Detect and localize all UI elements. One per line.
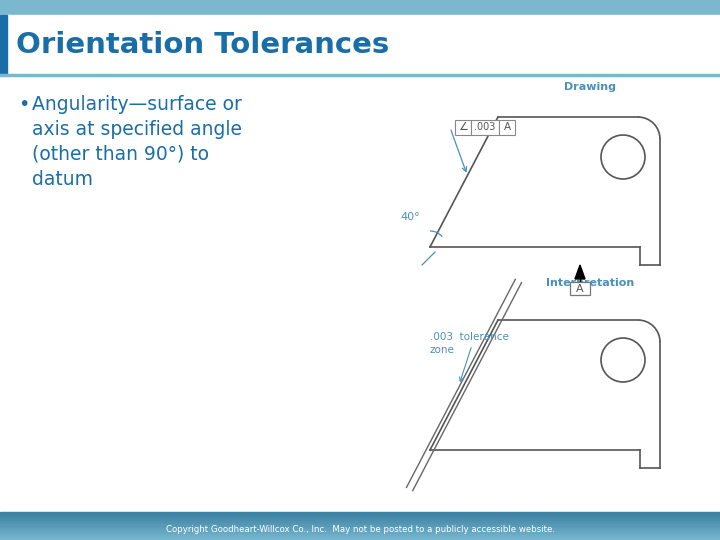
Bar: [0, 528, 720, 530]
Bar: [0, 537, 720, 538]
Text: A: A: [576, 284, 584, 294]
Text: Interpretation: Interpretation: [546, 278, 634, 288]
Bar: [0, 513, 720, 515]
Bar: [0, 514, 720, 516]
Bar: [0, 516, 720, 518]
Bar: [0, 532, 720, 535]
Text: Angularity—surface or: Angularity—surface or: [32, 95, 242, 114]
Text: Orientation Tolerances: Orientation Tolerances: [16, 31, 390, 59]
Bar: [0, 518, 720, 521]
Bar: [0, 15, 720, 75]
Text: A: A: [503, 123, 510, 132]
Text: Drawing: Drawing: [564, 82, 616, 92]
Text: axis at specified angle: axis at specified angle: [32, 120, 242, 139]
Bar: [570, 282, 590, 295]
Bar: [0, 530, 720, 531]
Text: •: •: [18, 95, 30, 114]
Polygon shape: [575, 265, 585, 279]
Bar: [0, 520, 720, 522]
Bar: [0, 527, 720, 529]
Bar: [0, 525, 720, 528]
Text: Copyright Goodheart-Willcox Co., Inc.  May not be posted to a publicly accessibl: Copyright Goodheart-Willcox Co., Inc. Ma…: [166, 524, 554, 534]
Bar: [0, 511, 720, 514]
Bar: [0, 0, 720, 15]
Bar: [0, 538, 720, 540]
Bar: [0, 521, 720, 523]
Bar: [455, 120, 471, 135]
Bar: [0, 15, 7, 75]
Text: .003  tolerance: .003 tolerance: [430, 332, 509, 342]
Bar: [0, 535, 720, 537]
Bar: [0, 517, 720, 519]
Text: (other than 90°) to: (other than 90°) to: [32, 145, 209, 164]
Bar: [0, 524, 720, 526]
Text: ∠: ∠: [458, 123, 468, 132]
Text: .003: .003: [474, 123, 495, 132]
Bar: [499, 120, 515, 135]
Text: zone: zone: [430, 345, 455, 355]
Bar: [0, 531, 720, 533]
Text: 40°: 40°: [400, 212, 420, 222]
Bar: [471, 120, 499, 135]
Bar: [0, 534, 720, 536]
Bar: [0, 523, 720, 524]
Text: datum: datum: [32, 170, 93, 189]
